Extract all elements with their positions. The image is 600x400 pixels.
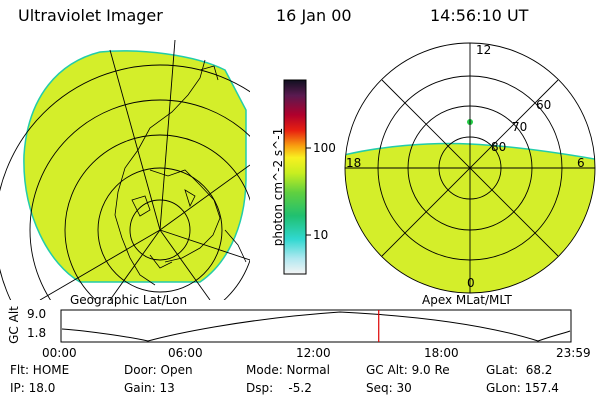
info-glat: GLat: 68.2	[486, 363, 553, 377]
altitude-curve	[61, 311, 571, 342]
colorbar	[283, 79, 311, 275]
timeline-ytick-bottom: 1.8	[27, 326, 47, 340]
timeline-frame	[60, 309, 572, 343]
coastline	[114, 59, 247, 286]
mlat-label-80: 80	[491, 140, 507, 154]
colorbar-tick-10: 10	[313, 228, 329, 242]
info-ip: IP: 18.0	[10, 381, 56, 395]
timeline-xtick-0000: 00:00	[42, 346, 77, 360]
date-label: 16 Jan 00	[276, 6, 352, 25]
colorbar-tick-100: 100	[313, 141, 336, 155]
mlat-label-70: 70	[512, 120, 528, 134]
info-gain: Gain: 13	[124, 381, 175, 395]
polar-grid	[344, 42, 596, 294]
altitude-timeline	[60, 309, 572, 343]
time-label: 14:56:10 UT	[430, 6, 529, 25]
timeline-xtick-0600: 06:00	[168, 346, 203, 360]
mlt-label-0: 0	[467, 276, 475, 290]
info-door: Door: Open	[124, 363, 193, 377]
info-gc-alt: GC Alt: 9.0 Re	[366, 363, 450, 377]
colorbar-unit-label: photon cm^-2 s^-1	[271, 127, 285, 247]
info-flt: Flt: HOME	[10, 363, 70, 377]
timeline-xtick-1800: 18:00	[424, 346, 459, 360]
timeline-xtick-2359: 23:59	[556, 346, 591, 360]
polar-plot	[344, 42, 596, 294]
mlat-label-60: 60	[536, 98, 552, 112]
mlt-label-18: 18	[346, 156, 362, 170]
geographic-map	[0, 40, 250, 300]
mlt-label-6: 6	[577, 156, 585, 170]
timeline-axis-label: GC Alt	[7, 306, 21, 344]
instrument-title: Ultraviolet Imager	[18, 6, 163, 25]
info-seq: Seq: 30	[366, 381, 412, 395]
geographic-label: Geographic Lat/Lon	[70, 293, 188, 307]
info-mode: Mode: Normal	[246, 363, 330, 377]
mlt-label-12: 12	[476, 43, 492, 57]
info-glon: GLon: 157.4	[486, 381, 559, 395]
colorbar-scale	[283, 79, 307, 275]
info-dsp: Dsp: -5.2	[246, 381, 312, 395]
apex-label: Apex MLat/MLT	[422, 293, 512, 307]
lat-lon-grid	[0, 40, 250, 300]
timeline-ytick-top: 9.0	[27, 307, 47, 321]
timeline-xtick-1200: 12:00	[296, 346, 331, 360]
